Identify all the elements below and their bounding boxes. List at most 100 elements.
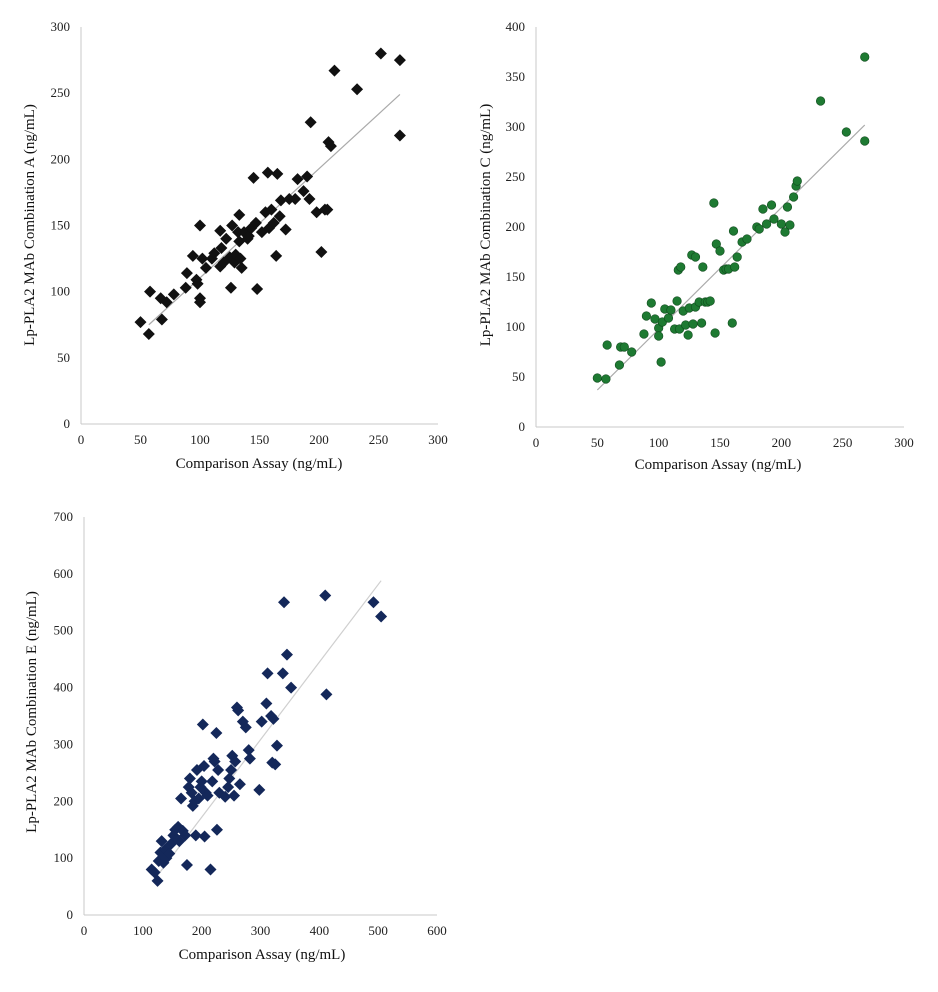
y-tick-label: 50	[57, 350, 70, 365]
data-point	[195, 775, 208, 788]
data-point	[656, 357, 666, 367]
data-point	[705, 296, 715, 306]
data-point	[261, 667, 274, 680]
data-point	[619, 342, 629, 352]
data-point	[780, 227, 790, 237]
data-point	[234, 252, 247, 265]
data-point	[155, 313, 168, 326]
data-point	[265, 203, 278, 216]
x-tick-label: 50	[134, 432, 147, 447]
data-point	[730, 262, 740, 272]
x-tick-label: 100	[133, 923, 153, 938]
data-point	[144, 285, 157, 298]
x-tick-label: 500	[368, 923, 388, 938]
data-point	[205, 252, 218, 265]
y-tick-label: 50	[512, 369, 525, 384]
data-point	[614, 360, 625, 370]
data-point	[223, 772, 236, 785]
y-tick-label: 150	[506, 269, 526, 284]
chart-c: 0 50 100 150 200 250 300 0 50 100 150 200 250 300 350 4…	[478, 19, 914, 473]
x-tick-label: 50	[591, 435, 604, 450]
data-point	[260, 697, 273, 710]
data-point	[676, 262, 686, 272]
x-tick-label: 200	[772, 435, 792, 450]
data-point	[210, 823, 223, 836]
data-point	[208, 755, 221, 768]
data-point	[792, 176, 802, 186]
data-point	[393, 129, 406, 142]
data-point	[663, 313, 674, 323]
data-point	[319, 589, 332, 602]
data-point	[276, 667, 289, 680]
x-tick-label: 250	[369, 432, 389, 447]
data-point	[220, 232, 233, 245]
data-point	[375, 610, 388, 623]
data-point	[235, 261, 248, 274]
data-point	[374, 47, 387, 60]
data-point	[239, 721, 252, 734]
data-point	[261, 166, 274, 179]
data-point	[253, 783, 266, 796]
data-point	[301, 170, 314, 183]
data-point	[646, 298, 656, 308]
data-point	[215, 241, 228, 254]
data-point	[228, 789, 241, 802]
x-tick-label: 150	[710, 435, 730, 450]
data-point	[186, 249, 199, 262]
data-point	[219, 790, 232, 803]
data-point	[167, 288, 180, 301]
x-tick-label: 0	[78, 432, 85, 447]
y-tick-label: 200	[506, 219, 526, 234]
data-point	[242, 744, 255, 757]
data-point	[715, 246, 725, 256]
data-point	[672, 296, 682, 306]
y-axis-label: Lp-PLA2 MAb Combination A (ng/mL)	[22, 104, 38, 346]
data-point	[269, 758, 282, 771]
data-point	[267, 712, 280, 725]
data-point	[226, 219, 239, 232]
data-point	[274, 194, 287, 207]
data-point	[151, 874, 164, 887]
x-tick-label: 600	[427, 923, 447, 938]
data-point	[592, 373, 602, 383]
y-tick-label: 250	[506, 169, 526, 184]
y-tick-label: 500	[54, 623, 74, 638]
data-point	[232, 704, 245, 717]
data-point	[245, 222, 258, 235]
data-point	[304, 116, 317, 129]
data-point	[163, 847, 176, 860]
trend-line	[596, 124, 866, 391]
chart-e: 0 100 200 300 400 500 600 0 100 200 300 400 500 600 70…	[24, 509, 447, 963]
data-point	[815, 96, 826, 106]
data-point	[229, 755, 242, 768]
x-tick-label: 0	[533, 435, 540, 450]
data-point	[229, 248, 242, 261]
data-point	[210, 727, 223, 740]
data-point	[180, 267, 193, 280]
data-point	[179, 829, 192, 842]
x-tick-label: 0	[81, 923, 88, 938]
x-tick-label: 300	[894, 435, 914, 450]
data-point	[249, 216, 262, 229]
y-tick-label: 100	[506, 319, 526, 334]
data-point	[189, 829, 202, 842]
data-point	[243, 752, 256, 765]
y-tick-label: 300	[54, 736, 74, 751]
y-tick-label: 400	[54, 680, 74, 695]
data-point	[601, 374, 611, 384]
y-tick-label: 300	[51, 19, 71, 34]
data-point	[696, 318, 707, 328]
data-point	[196, 718, 209, 731]
data-point	[214, 224, 227, 237]
data-point	[393, 54, 406, 67]
y-tick-label: 0	[64, 416, 71, 431]
y-tick-label: 700	[54, 509, 74, 524]
x-tick-label: 100	[649, 435, 669, 450]
data-point	[134, 316, 147, 329]
x-tick-label: 400	[310, 923, 330, 938]
data-point	[208, 247, 221, 260]
data-point	[212, 764, 225, 777]
data-point	[180, 858, 193, 871]
y-tick-label: 0	[519, 419, 526, 434]
data-point	[199, 261, 212, 274]
